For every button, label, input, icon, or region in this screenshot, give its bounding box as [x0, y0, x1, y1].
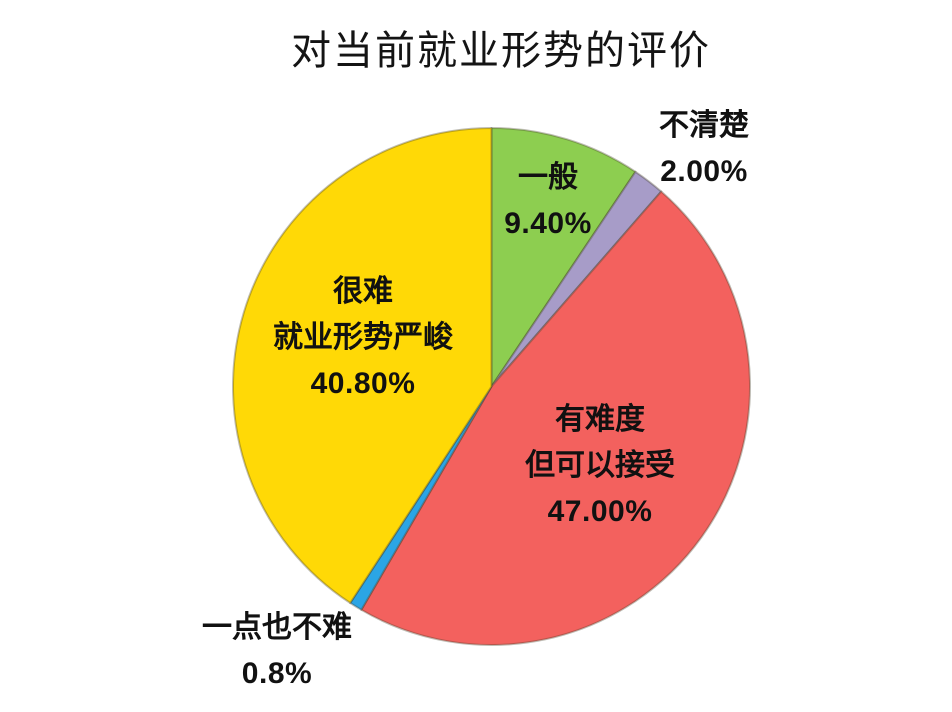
slice-label-difficult-but-acceptable: 有难度 但可以接受 47.00% [525, 397, 675, 535]
slice-pct-average: 9.40% [504, 207, 592, 240]
slice-pct-very-difficult: 40.80% [310, 367, 416, 400]
slice-label-very-difficult: 很难 就业形势严峻 40.80% [273, 269, 453, 407]
slice-label-not-difficult-at-all: 一点也不难 0.8% [202, 605, 352, 697]
pie-slice-average [490, 127, 637, 388]
slice-name-difficult-but-acceptable-line2: 但可以接受 [525, 449, 675, 482]
slice-name-not-difficult-at-all: 一点也不难 [202, 611, 352, 644]
slice-label-unclear: 不清楚 2.00% [659, 103, 749, 195]
slice-name-average: 一般 [517, 161, 578, 194]
slice-name-very-difficult-line1: 很难 [333, 275, 393, 308]
slice-pct-difficult-but-acceptable: 47.00% [547, 495, 653, 528]
slice-pct-unclear: 2.00% [660, 155, 748, 188]
slice-name-difficult-but-acceptable-line1: 有难度 [555, 403, 645, 436]
chart-title: 对当前就业形势的评价 [291, 28, 711, 73]
slice-pct-not-difficult-at-all: 0.8% [241, 657, 313, 690]
slice-name-very-difficult-line2: 就业形势严峻 [273, 321, 453, 354]
pie-slice-very-difficult [232, 127, 493, 604]
slice-label-average: 一般 9.40% [504, 155, 592, 247]
pie-slice-not-difficult-at-all [349, 385, 493, 611]
slice-name-unclear: 不清楚 [659, 109, 749, 142]
pie-slice-difficult-but-acceptable [360, 190, 751, 646]
pie-slice-unclear [490, 170, 663, 388]
